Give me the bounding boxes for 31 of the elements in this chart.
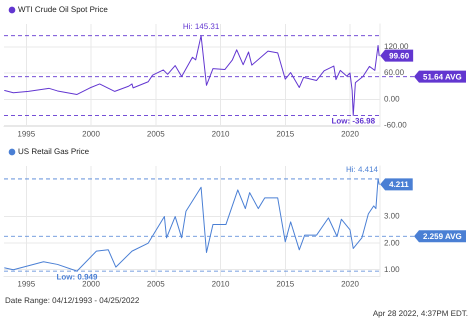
x-tick-label: 1995 <box>17 129 36 138</box>
y-tick-label: -60.00 <box>384 120 408 130</box>
legend-label: US Retail Gas Price <box>18 147 90 156</box>
ref-line-label: Hi: 4.414 <box>346 165 379 174</box>
annotation: 99.60 <box>389 51 410 60</box>
text: Date Range: 04/12/1993 - 04/25/2022 <box>5 296 140 305</box>
x-tick-label: 2020 <box>341 129 360 138</box>
ref-line-label: 2.259 AVG <box>423 232 462 241</box>
x-tick-label: 2010 <box>212 129 230 138</box>
text: Apr 28 2022, 4:37PM EDT. <box>372 309 468 318</box>
x-tick-label: 2000 <box>82 279 100 288</box>
ref-line-label: Hi: 145.31 <box>182 22 220 31</box>
y-tick-label: 3.00 <box>384 212 400 221</box>
ref-line-label: Low: -36.98 <box>331 116 376 126</box>
y-tick-label: 1.00 <box>384 264 400 274</box>
x-tick-label: 2015 <box>276 279 295 288</box>
y-tick-label: 0.00 <box>384 94 400 104</box>
x-tick-label: 2020 <box>341 279 360 288</box>
x-tick-label: 2015 <box>276 129 295 138</box>
x-tick-label: 2010 <box>212 279 230 288</box>
y-tick-label: 2.00 <box>384 238 400 248</box>
x-tick-label: 2000 <box>82 129 100 138</box>
x-tick-label: 2005 <box>146 279 166 288</box>
legend-label: WTI Crude Oil Spot Price <box>18 5 108 14</box>
ref-line-label: 51.64 AVG <box>423 72 462 82</box>
y-tick-label: 60.00 <box>384 68 405 78</box>
x-tick-label: 2005 <box>146 129 166 138</box>
y-tick-label: 120.00 <box>384 42 410 51</box>
x-tick-label: 1995 <box>17 279 36 288</box>
ref-line-label: Low: 0.949 <box>56 272 98 282</box>
annotation: 4.211 <box>389 180 410 190</box>
